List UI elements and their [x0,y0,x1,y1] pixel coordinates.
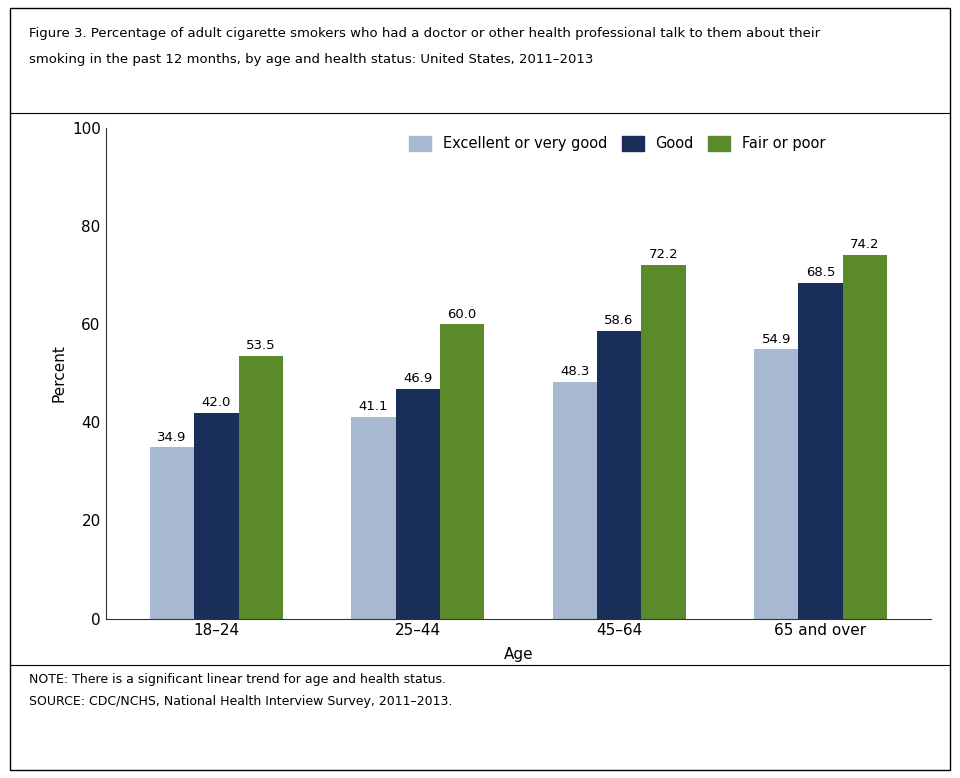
Text: 34.9: 34.9 [157,430,187,443]
Text: 74.2: 74.2 [850,238,879,251]
Bar [597,331,641,619]
Bar [351,417,396,619]
Text: 46.9: 46.9 [403,372,432,384]
X-axis label: Age: Age [504,647,533,662]
Text: 58.6: 58.6 [605,314,634,328]
Y-axis label: Percent: Percent [51,345,66,402]
Text: NOTE: There is a significant linear trend for age and health status.: NOTE: There is a significant linear tren… [29,673,445,686]
Text: 72.2: 72.2 [649,247,678,261]
Bar [641,265,685,619]
Bar [843,255,887,619]
Text: 48.3: 48.3 [560,365,589,378]
Bar [150,447,194,619]
Bar [440,324,484,619]
Text: 53.5: 53.5 [246,339,276,352]
Bar [754,349,799,619]
Legend: Excellent or very good, Good, Fair or poor: Excellent or very good, Good, Fair or po… [410,135,826,151]
Text: smoking in the past 12 months, by age and health status: United States, 2011–201: smoking in the past 12 months, by age an… [29,53,593,66]
Text: 60.0: 60.0 [447,307,477,321]
Text: SOURCE: CDC/NCHS, National Health Interview Survey, 2011–2013.: SOURCE: CDC/NCHS, National Health Interv… [29,695,452,708]
Text: 41.1: 41.1 [359,400,388,413]
Bar [553,382,597,619]
Bar [238,356,283,619]
Text: 68.5: 68.5 [805,266,835,279]
Bar [799,282,843,619]
Text: 54.9: 54.9 [761,332,791,345]
Text: Figure 3. Percentage of adult cigarette smokers who had a doctor or other health: Figure 3. Percentage of adult cigarette … [29,27,820,40]
Text: 42.0: 42.0 [202,396,231,408]
Bar [194,412,238,619]
Bar [396,389,440,619]
